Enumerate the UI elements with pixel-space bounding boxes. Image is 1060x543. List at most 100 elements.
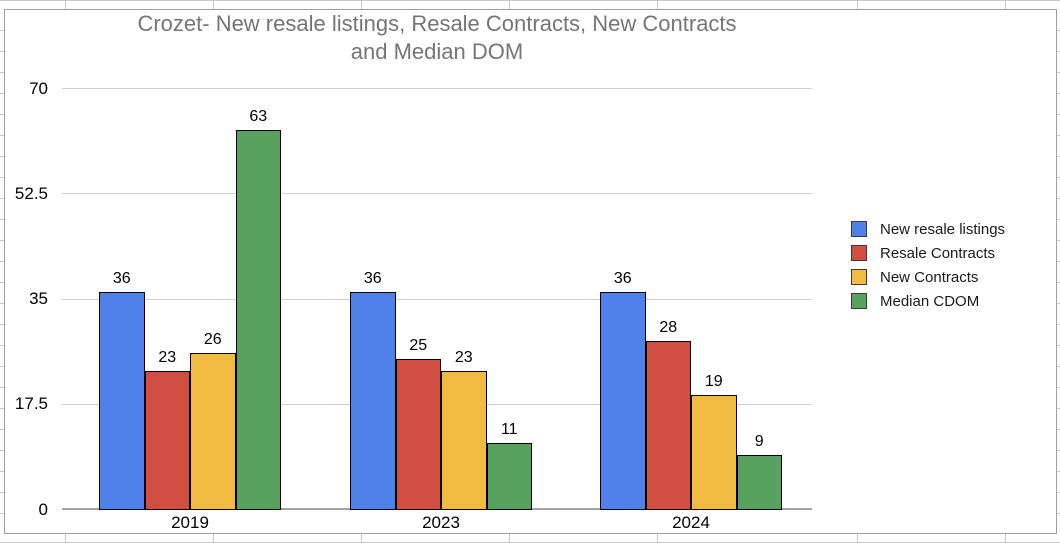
y-axis-tick-label: 52.5 — [14, 183, 48, 203]
sheet-column-tick — [65, 534, 66, 543]
sheet-row-tick — [1057, 240, 1060, 241]
sheet-column-tick — [213, 534, 214, 543]
sheet-row-tick — [1057, 408, 1060, 409]
bar[interactable] — [736, 454, 782, 510]
sheet-row-tick — [0, 366, 4, 367]
sheet-row-tick — [1057, 324, 1060, 325]
bar[interactable] — [600, 292, 646, 510]
sheet-row-tick — [1057, 135, 1060, 136]
sheet-row-tick — [1057, 198, 1060, 199]
bar[interactable] — [486, 442, 532, 510]
sheet-row-tick — [0, 219, 4, 220]
sheet-row-tick — [1057, 303, 1060, 304]
gridline — [62, 193, 812, 195]
y-axis-tick-label: 35 — [29, 289, 48, 308]
sheet-row-tick — [1057, 387, 1060, 388]
bar[interactable] — [645, 340, 691, 510]
sheet-row-tick — [1057, 471, 1060, 472]
bar[interactable] — [350, 292, 396, 510]
chart-title: Crozet- New resale listings, Resale Cont… — [62, 10, 812, 66]
legend-label: New resale listings — [880, 220, 1006, 238]
sheet-row-tick — [0, 72, 4, 73]
bar[interactable] — [691, 394, 737, 510]
chart-legend: New resale listings Resale Contracts New C… — [851, 221, 1005, 317]
sheet-row-tick — [1057, 114, 1060, 115]
legend-label: Median CDOM — [880, 292, 980, 310]
sheet-column-tick — [657, 0, 658, 9]
sheet-column-tick — [857, 0, 858, 9]
legend-item[interactable]: New Contracts — [851, 268, 1005, 286]
sheet-row-tick — [0, 345, 4, 346]
legend-swatch — [851, 293, 867, 309]
bar-value-label: 36 — [112, 270, 131, 288]
bar-value-label: 11 — [500, 420, 518, 438]
bar[interactable] — [441, 370, 487, 510]
sheet-row-tick — [1057, 492, 1060, 493]
legend-item[interactable]: New resale listings — [851, 220, 1006, 238]
sheet-row-tick — [1057, 177, 1060, 178]
bar[interactable] — [190, 352, 236, 510]
sheet-row-tick — [0, 51, 4, 52]
legend-item[interactable]: Resale Contracts — [851, 244, 1005, 262]
bar[interactable] — [99, 292, 145, 510]
sheet-row-tick — [0, 282, 4, 283]
sheet-row-tick — [0, 30, 4, 31]
sheet-column-tick — [65, 0, 66, 9]
legend-label: Resale Contracts — [880, 244, 996, 262]
chart-title-line1: Crozet- New resale listings, Resale Cont… — [137, 11, 737, 36]
bar[interactable] — [235, 130, 281, 510]
legend-label: New Contracts — [880, 268, 979, 286]
sheet-row-tick — [0, 387, 4, 388]
sheet-row-tick — [1057, 156, 1060, 157]
legend-swatch — [851, 269, 867, 285]
sheet-column-tick — [657, 534, 658, 543]
sheet-row-tick — [0, 240, 4, 241]
x-axis-category-label: 2023 — [422, 513, 460, 532]
sheet-row-tick — [1057, 72, 1060, 73]
gridline — [62, 298, 812, 300]
sheet-row-tick — [1057, 429, 1060, 430]
gridline — [62, 88, 812, 89]
bar[interactable] — [144, 370, 190, 510]
x-axis-category-label: 2019 — [171, 513, 209, 532]
sheet-row-tick — [1057, 282, 1060, 283]
bar-value-label: 25 — [409, 336, 428, 354]
x-axis-category-label: 2024 — [672, 513, 710, 532]
sheet-column-tick — [509, 534, 510, 543]
sheet-row-tick — [0, 177, 4, 178]
legend-swatch — [851, 221, 867, 237]
bar-value-label: 36 — [363, 270, 382, 288]
sheet-row-tick — [0, 303, 4, 304]
sheet-row-tick — [0, 261, 4, 262]
sheet-row-tick — [1057, 30, 1060, 31]
y-axis-tick-label: 17.5 — [14, 394, 48, 414]
sheet-row-tick — [1057, 450, 1060, 451]
sheet-column-tick — [857, 534, 858, 543]
bar[interactable] — [395, 358, 441, 510]
y-axis-tick-label: 0 — [38, 499, 48, 519]
sheet-row-tick — [1057, 261, 1060, 262]
legend-item[interactable]: Median CDOM — [851, 292, 1005, 310]
sheet-row-tick — [1057, 51, 1060, 52]
bar-value-label: 19 — [704, 372, 723, 390]
sheet-row-tick — [0, 429, 4, 430]
bar-value-label: 28 — [659, 318, 678, 336]
sheet-row-tick — [0, 471, 4, 472]
sheet-gridline-top — [0, 0, 1060, 1]
sheet-row-tick — [1057, 513, 1060, 514]
sheet-column-tick — [509, 0, 510, 9]
sheet-row-tick — [0, 93, 4, 94]
bar-value-label: 9 — [754, 432, 764, 450]
sheet-row-tick — [0, 114, 4, 115]
sheet-column-tick — [361, 0, 362, 9]
sheet-row-tick — [0, 492, 4, 493]
sheet-row-tick — [0, 198, 4, 199]
sheet-row-tick — [1057, 219, 1060, 220]
bar-value-label: 23 — [158, 348, 177, 366]
sheet-row-tick — [0, 513, 4, 514]
sheet-column-tick — [213, 0, 214, 9]
bar-value-label: 23 — [454, 348, 473, 366]
bar-value-label: 26 — [203, 330, 222, 348]
sheet-row-tick — [0, 135, 4, 136]
